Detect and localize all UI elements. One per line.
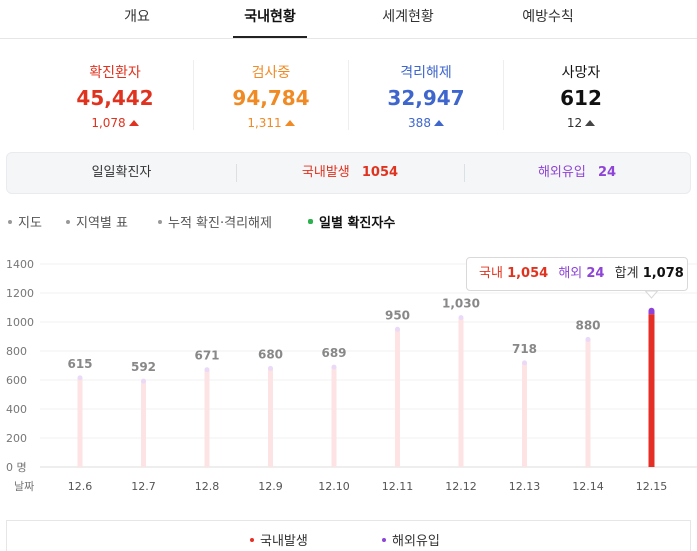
chart-subnav: 지도 지역별 표 누적 확진·격리해제 일별 확진자수 — [0, 212, 697, 236]
bar-cap — [458, 315, 464, 321]
x-tick-label: 12.10 — [318, 480, 350, 493]
x-axis-title: 날짜 — [14, 480, 34, 493]
tab-world[interactable]: 세계현황 — [382, 9, 434, 25]
subnav-daily[interactable]: 일별 확진자수 — [308, 212, 395, 236]
subnav-cumulative[interactable]: 누적 확진·격리해제 — [158, 212, 272, 236]
legend-overseas: 해외유입 — [382, 533, 440, 551]
bar-domestic — [141, 381, 146, 467]
data-label: 680 — [258, 347, 283, 361]
bar-cap — [585, 336, 591, 342]
x-tick-label: 12.13 — [509, 480, 541, 493]
bar-domestic — [204, 369, 210, 467]
chart-legend: 국내발생 해외유입 — [6, 520, 691, 551]
legend-dot-icon — [382, 538, 386, 542]
tab-overview[interactable]: 개요 — [124, 9, 150, 25]
y-tick-label: 800 — [6, 345, 27, 358]
bar-domestic — [648, 314, 655, 467]
bar-domestic — [331, 367, 337, 467]
tooltip-pointer — [644, 290, 659, 299]
bar-domestic — [77, 377, 83, 467]
y-tick-label: 0 명 — [6, 461, 27, 474]
x-tick-label: 12.8 — [195, 480, 220, 493]
bar-domestic — [268, 368, 273, 467]
y-tick-label: 400 — [6, 403, 27, 416]
bar-cap — [648, 307, 655, 314]
daily-domestic: 국내발생 1054 — [301, 165, 399, 180]
data-label: 718 — [512, 342, 537, 356]
stat-value: 45,442 — [76, 86, 154, 110]
x-tick-label: 12.6 — [68, 480, 93, 493]
stats-summary: 확진환자 45,442 1,078 검사중 94,784 1,311 격리해제 … — [0, 52, 697, 136]
subnav-region-table[interactable]: 지역별 표 — [66, 212, 128, 236]
top-tab-bar: 개요 국내현황 세계현황 예방수칙 — [0, 0, 697, 39]
bar-cap — [395, 326, 400, 332]
daily-confirmed-chart: 1400 1200 1000 800 600 400 200 0 명날짜 615 12.6 592 1… — [6, 258, 697, 493]
bar-cap — [331, 364, 337, 370]
stat-released: 격리해제 32,947 388 — [351, 52, 501, 136]
stat-value: 612 — [560, 86, 602, 110]
stat-label: 확진환자 — [89, 65, 141, 81]
y-tick-label: 600 — [6, 374, 27, 387]
stat-label: 검사중 — [251, 65, 291, 81]
y-tick-label: 200 — [6, 432, 27, 445]
x-tick-label: 12.7 — [131, 480, 156, 493]
up-triangle-icon — [433, 120, 444, 126]
chart-tooltip: 국내 1,054 해외 24 합계 1,078 — [466, 257, 688, 291]
bar-domestic — [522, 362, 527, 467]
stat-delta: 388 — [351, 116, 501, 130]
stat-label: 사망자 — [561, 65, 601, 81]
subnav-map[interactable]: 지도 — [8, 212, 42, 236]
bar-cap — [268, 365, 273, 371]
stat-testing: 검사중 94,784 1,311 — [196, 52, 346, 136]
up-triangle-icon — [585, 120, 596, 126]
daily-label: 일일확진자 — [91, 165, 152, 180]
legend-dot-icon — [250, 538, 254, 542]
bar-cap — [522, 360, 527, 366]
data-label: 615 — [67, 357, 92, 371]
x-tick-label: 12.15 — [636, 480, 668, 493]
bar-domestic — [395, 329, 400, 467]
up-triangle-icon — [284, 120, 295, 126]
x-tick-label: 12.12 — [445, 480, 477, 493]
stat-deaths: 사망자 612 12 — [506, 52, 656, 136]
stat-delta: 12 — [506, 116, 656, 130]
stat-confirmed: 확진환자 45,442 1,078 — [40, 52, 190, 136]
data-label: 671 — [194, 349, 219, 363]
stat-delta: 1,311 — [196, 116, 346, 130]
daily-overseas: 해외유입 24 — [537, 165, 617, 180]
data-label: 880 — [575, 318, 600, 332]
bar-domestic — [458, 317, 464, 467]
x-tick-label: 12.11 — [382, 480, 414, 493]
bar-cap — [204, 367, 210, 373]
data-label: 689 — [321, 346, 346, 360]
daily-confirmed-bar: 일일확진자 국내발생 1054 해외유입 24 — [6, 152, 691, 194]
stat-delta: 1,078 — [40, 116, 190, 130]
x-tick-label: 12.9 — [258, 480, 283, 493]
data-label: 592 — [131, 360, 156, 374]
tab-prevention[interactable]: 예방수칙 — [522, 9, 574, 25]
x-tick-label: 12.14 — [572, 480, 604, 493]
tab-domestic[interactable]: 국내현황 — [233, 0, 307, 38]
y-tick-label: 1200 — [6, 287, 34, 300]
legend-domestic: 국내발생 — [250, 533, 308, 551]
y-tick-label: 1400 — [6, 258, 34, 271]
stat-value: 32,947 — [387, 86, 465, 110]
data-label: 950 — [385, 308, 410, 322]
data-label: 1,030 — [442, 297, 480, 311]
stat-label: 격리해제 — [400, 65, 452, 81]
up-triangle-icon — [128, 120, 139, 126]
stat-value: 94,784 — [232, 86, 310, 110]
bar-cap — [77, 375, 83, 381]
bar-domestic — [585, 339, 591, 467]
bar-cap — [141, 378, 146, 384]
y-tick-label: 1000 — [6, 316, 34, 329]
